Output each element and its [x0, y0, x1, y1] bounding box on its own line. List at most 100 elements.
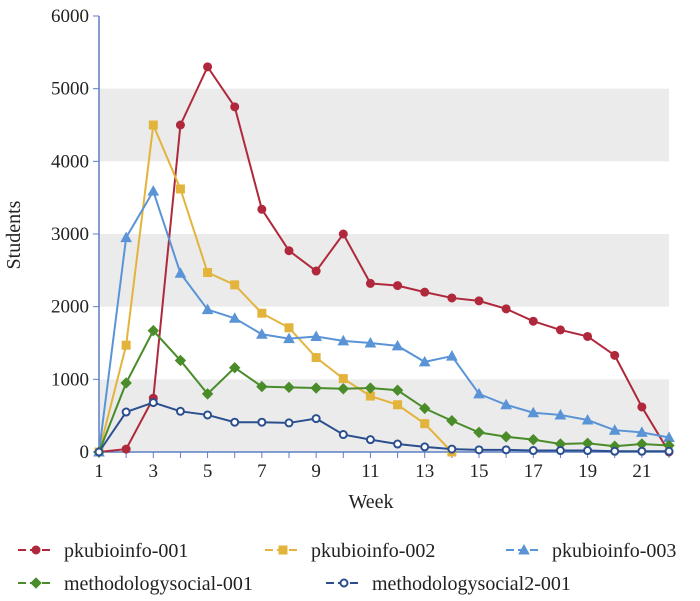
data-point — [311, 266, 321, 276]
legend-label: pkubioinfo-002 — [311, 540, 435, 562]
x-tick-label: 1 — [94, 461, 104, 482]
data-point — [147, 185, 160, 196]
data-point — [338, 229, 348, 239]
data-point — [446, 350, 458, 361]
data-point — [311, 353, 321, 363]
legend-swatch-marker — [518, 543, 530, 555]
data-point — [391, 339, 404, 351]
data-point — [637, 446, 647, 456]
data-point — [447, 293, 457, 303]
data-point — [583, 446, 593, 456]
data-point — [284, 246, 294, 256]
legend-swatch-marker — [339, 578, 349, 588]
data-point — [393, 281, 403, 291]
data-point — [555, 325, 565, 335]
data-point — [175, 120, 185, 130]
legend-item: methodologysocial-001 — [18, 573, 253, 595]
series-layer — [93, 62, 675, 458]
data-point — [229, 361, 241, 374]
data-point — [310, 330, 322, 341]
data-point — [174, 354, 187, 367]
legend-label: methodologysocial2-001 — [372, 573, 571, 595]
data-point — [474, 445, 484, 455]
x-tick-label: 19 — [578, 461, 597, 482]
data-point — [610, 446, 620, 456]
data-point — [310, 382, 322, 394]
data-point — [637, 402, 647, 412]
data-point — [311, 414, 321, 424]
x-tick-label: 3 — [149, 461, 159, 482]
data-point — [555, 446, 565, 456]
data-point — [284, 323, 294, 333]
data-point — [420, 419, 430, 429]
y-axis-ticks: 0 1000 2000 3000 4000 5000 6000 — [51, 6, 99, 463]
data-point — [120, 231, 132, 243]
data-point — [338, 374, 348, 384]
legend: pkubioinfo-001 pkubioinfo-002 pkubioinfo-0… — [18, 540, 676, 595]
y-tick-label: 2000 — [51, 297, 89, 318]
series-line — [98, 121, 453, 453]
data-point — [174, 267, 187, 278]
series-line — [98, 64, 670, 453]
legend-item: pkubioinfo-003 — [506, 540, 676, 562]
grid-band — [99, 234, 669, 307]
data-point — [203, 410, 213, 420]
data-point — [501, 304, 511, 314]
legend-item: methodologysocial2-001 — [326, 573, 571, 595]
data-point — [610, 350, 620, 360]
data-point — [446, 415, 458, 427]
x-tick-label: 15 — [470, 461, 489, 482]
data-point — [228, 312, 241, 323]
data-point — [203, 268, 213, 278]
x-tick-label: 9 — [311, 461, 321, 482]
y-tick-label: 3000 — [51, 224, 89, 245]
legend-label: pkubioinfo-001 — [64, 540, 188, 562]
series-pkubioinfo-002 — [94, 120, 457, 457]
data-point — [175, 406, 185, 416]
data-point — [527, 433, 539, 446]
legend-item: pkubioinfo-002 — [265, 540, 435, 562]
data-point — [473, 387, 485, 399]
data-point — [608, 424, 621, 435]
data-point — [256, 380, 268, 393]
data-point — [419, 402, 431, 415]
y-tick-label: 5000 — [51, 79, 89, 100]
data-point — [121, 340, 131, 350]
y-tick-label: 6000 — [51, 6, 89, 27]
data-point — [636, 426, 648, 437]
x-axis-ticks: 1 3 5 7 9 11 13 15 17 19 21 — [94, 452, 670, 482]
x-tick-label: 7 — [257, 461, 267, 482]
data-point — [664, 446, 674, 456]
data-point — [283, 381, 295, 394]
data-point — [175, 184, 185, 194]
legend-swatch-marker — [31, 545, 41, 555]
x-tick-label: 17 — [524, 461, 543, 482]
data-point — [420, 442, 430, 452]
legend-swatch-marker — [278, 545, 288, 555]
data-point — [447, 444, 457, 454]
data-point — [393, 439, 403, 449]
y-tick-label: 0 — [80, 442, 90, 463]
data-point — [528, 316, 538, 326]
data-point — [418, 355, 431, 367]
x-tick-label: 13 — [415, 461, 434, 482]
x-tick-label: 21 — [632, 461, 651, 482]
data-point — [528, 446, 538, 456]
data-point — [393, 400, 403, 410]
data-point — [201, 303, 214, 315]
data-point — [337, 334, 350, 346]
data-point — [338, 430, 348, 440]
data-point — [364, 382, 377, 394]
data-point — [500, 431, 512, 443]
data-point — [474, 296, 484, 306]
data-point — [391, 384, 404, 396]
y-axis-title: Students — [3, 200, 25, 269]
data-point — [501, 445, 511, 455]
series-line — [98, 188, 670, 453]
data-point — [230, 280, 240, 290]
data-point — [148, 398, 158, 408]
data-point — [256, 328, 268, 339]
data-point — [120, 377, 132, 389]
data-point — [230, 417, 240, 427]
data-point — [365, 435, 375, 445]
